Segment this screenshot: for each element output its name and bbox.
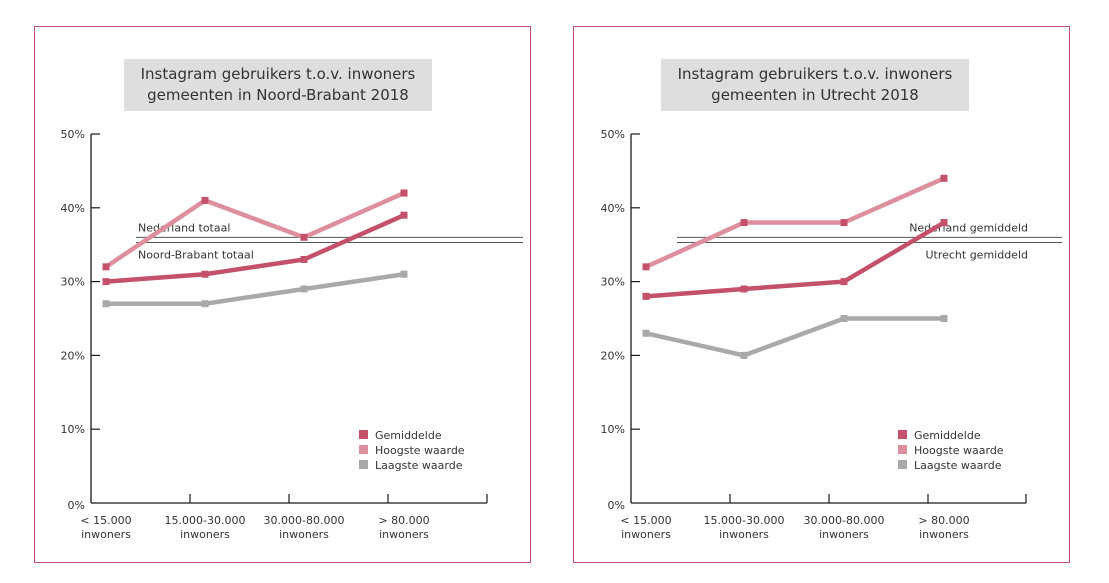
- data-point: [300, 233, 308, 241]
- reference-line-label: Nederland totaal: [138, 221, 230, 234]
- chart-title-line-1: Instagram gebruikers t.o.v. inwoners: [140, 65, 416, 83]
- legend-swatch: [898, 430, 907, 439]
- data-point: [400, 270, 408, 278]
- data-point: [400, 189, 408, 197]
- legend-swatch: [359, 445, 368, 454]
- y-tick-label: 10%: [601, 423, 625, 436]
- legend-label: Laagste waarde: [914, 459, 1002, 472]
- y-tick-label: 40%: [61, 202, 85, 215]
- legend-label: Hoogste waarde: [375, 444, 465, 457]
- series-line-laagste-waarde: [645, 316, 944, 358]
- reference-line-label: Utrecht gemiddeld: [925, 248, 1028, 261]
- chart-panel-noord-brabant: Instagram gebruikers t.o.v. inwoners gem…: [34, 26, 531, 563]
- data-point: [642, 329, 650, 337]
- legend-label: Laagste waarde: [375, 459, 463, 472]
- legend-swatch: [898, 460, 907, 469]
- chart-panel-utrecht: Instagram gebruikers t.o.v. inwoners gem…: [573, 26, 1070, 563]
- data-point: [300, 255, 308, 263]
- legend-swatch: [359, 430, 368, 439]
- data-point: [940, 219, 948, 227]
- legend-swatch: [359, 460, 368, 469]
- y-tick-label: 10%: [61, 423, 85, 436]
- chart-title-line-2: gemeenten in Utrecht 2018: [711, 86, 919, 104]
- legend-swatch: [898, 445, 907, 454]
- y-tick-label: 0%: [68, 499, 85, 512]
- series-line-gemiddelde: [645, 220, 946, 299]
- y-tick-label: 40%: [601, 202, 625, 215]
- x-tick-label: > 80.000 inwoners: [378, 514, 429, 541]
- data-point: [940, 174, 948, 182]
- data-point: [840, 315, 848, 322]
- y-tick-label: 30%: [61, 276, 85, 289]
- data-point: [201, 196, 209, 204]
- line-chart: 0% 10% 20% 30% 40% 50% < 15.000 inwoners 15.000-…: [601, 128, 1062, 541]
- data-point: [102, 263, 110, 271]
- series-line-laagste-waarde: [106, 271, 405, 306]
- x-tick-label: < 15.000 inwoners: [80, 514, 131, 541]
- y-tick-label: 20%: [601, 349, 625, 362]
- series-line-gemiddelde: [105, 213, 405, 284]
- series-line-hoogste-waarde: [645, 176, 945, 269]
- chart-title: Instagram gebruikers t.o.v. inwoners gem…: [661, 59, 969, 111]
- y-tick-label: 50%: [601, 128, 625, 141]
- y-tick-label: 50%: [61, 128, 85, 141]
- chart-title: Instagram gebruikers t.o.v. inwoners gem…: [124, 59, 432, 111]
- data-point: [940, 315, 948, 322]
- line-chart: 0% 10% 20% 30% 40% 50% < 15.000 inwoners 15.000-…: [61, 128, 523, 541]
- x-tick-label: > 80.000 inwoners: [918, 514, 969, 541]
- data-point: [400, 211, 408, 219]
- reference-line-label: Noord-Brabant totaal: [138, 248, 254, 261]
- x-tick-label: 30.000-80.000 inwoners: [264, 514, 345, 541]
- y-tick-label: 0%: [608, 499, 625, 512]
- x-tick-label: 15.000-30.000 inwoners: [704, 514, 785, 541]
- data-point: [740, 219, 748, 227]
- data-point: [102, 278, 110, 286]
- x-tick-label: 30.000-80.000 inwoners: [804, 514, 885, 541]
- x-tick-label: < 15.000 inwoners: [620, 514, 671, 541]
- chart-title-line-1: Instagram gebruikers t.o.v. inwoners: [677, 65, 953, 83]
- data-point: [102, 300, 110, 308]
- y-tick-label: 30%: [601, 276, 625, 289]
- data-point: [642, 292, 650, 300]
- chart-title-line-2: gemeenten in Noord-Brabant 2018: [147, 86, 409, 104]
- data-point: [201, 270, 209, 278]
- legend-label: Hoogste waarde: [914, 444, 1004, 457]
- y-tick-label: 20%: [61, 349, 85, 362]
- legend-label: Gemiddelde: [375, 429, 442, 442]
- data-point: [840, 278, 848, 286]
- data-point: [201, 300, 209, 308]
- legend-label: Gemiddelde: [914, 429, 981, 442]
- data-point: [840, 219, 848, 227]
- x-tick-label: 15.000-30.000 inwoners: [165, 514, 246, 541]
- data-point: [642, 263, 650, 271]
- data-point: [740, 351, 748, 359]
- data-point: [300, 285, 308, 293]
- series-line-hoogste-waarde: [104, 190, 405, 269]
- data-point: [740, 285, 748, 293]
